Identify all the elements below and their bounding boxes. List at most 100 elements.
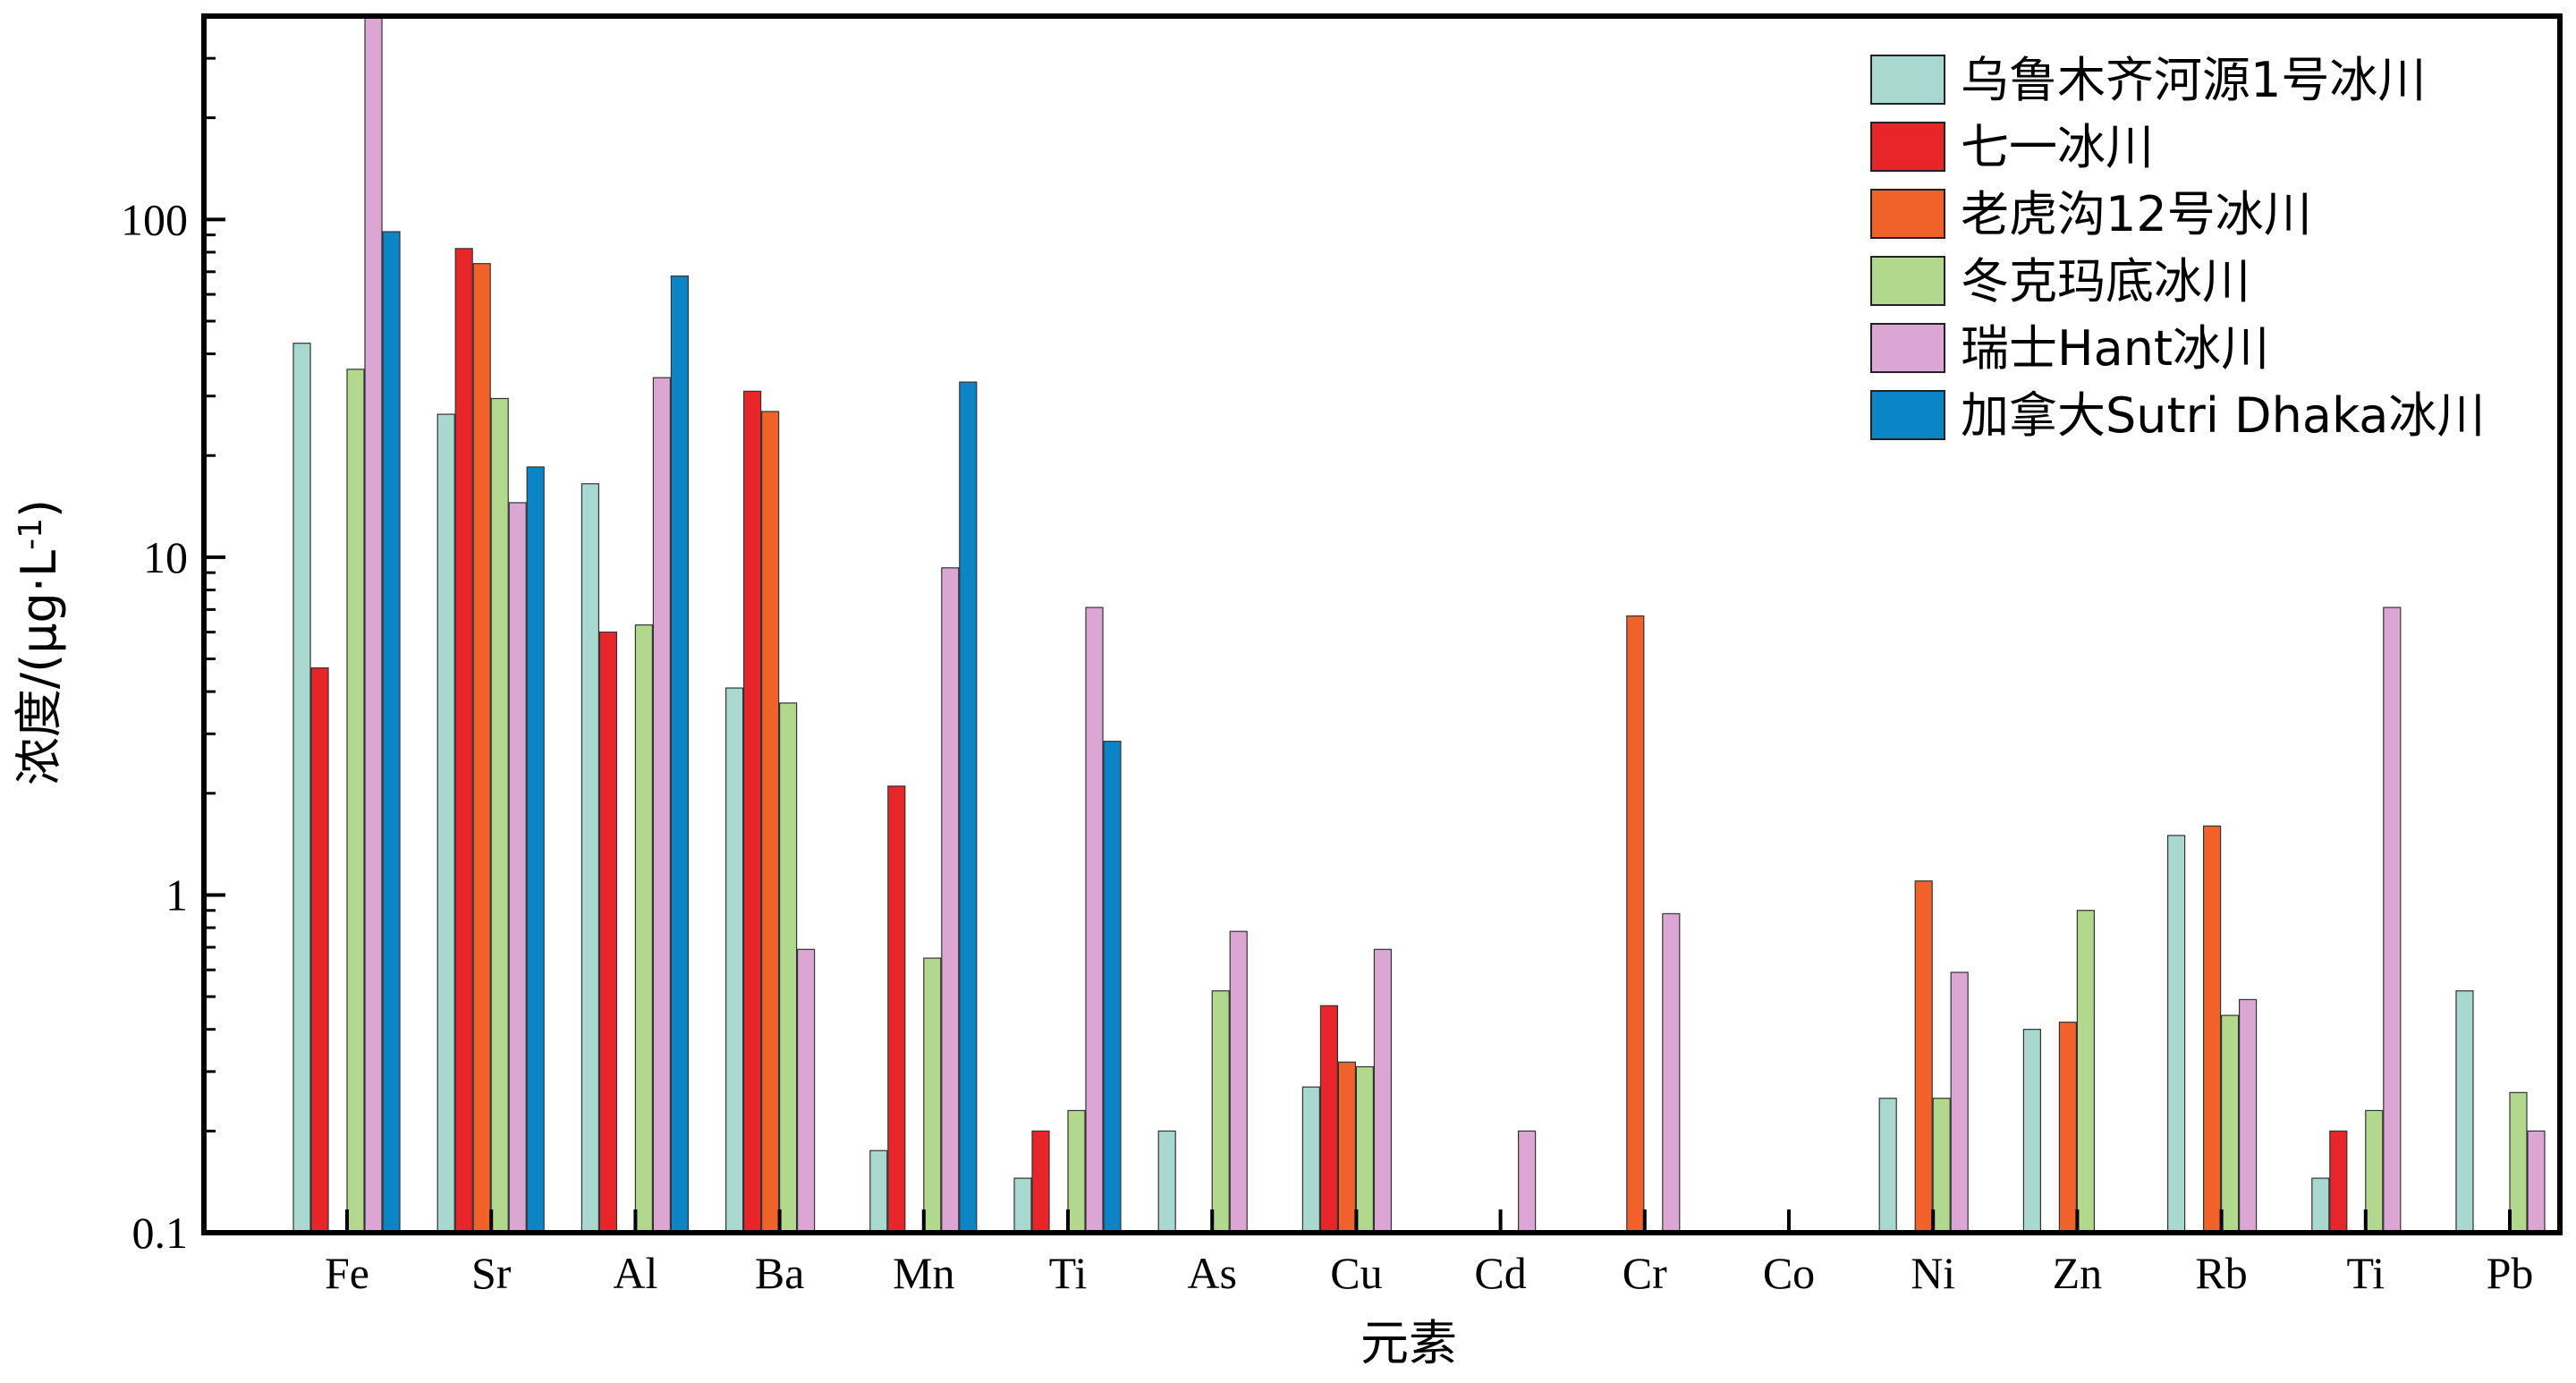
bar-al-series-2 bbox=[598, 632, 618, 1234]
bar-fe-series-5 bbox=[364, 15, 383, 1234]
y-tick-label: 10 bbox=[143, 532, 188, 582]
bar-as-series-1 bbox=[1157, 1130, 1176, 1234]
bar-ni-series-3 bbox=[1914, 880, 1933, 1234]
bar-rb-series-1 bbox=[2167, 835, 2186, 1234]
x-tick-label-as: As bbox=[1187, 1248, 1237, 1298]
bar-cr-series-5 bbox=[1662, 912, 1681, 1234]
x-tick-label-pb: Pb bbox=[2487, 1248, 2534, 1298]
x-axis-title: 元素 bbox=[1360, 1315, 1457, 1371]
bar-sr-series-6 bbox=[526, 466, 545, 1234]
bar-rb-series-3 bbox=[2203, 825, 2222, 1234]
bar-ba-series-1 bbox=[724, 687, 744, 1234]
bar-cu-series-2 bbox=[1319, 1005, 1339, 1234]
x-tick-label-rb: Rb bbox=[2195, 1248, 2247, 1298]
bar-cu-series-5 bbox=[1373, 948, 1393, 1234]
bar-ti-series-4 bbox=[1067, 1109, 1086, 1234]
x-tick-label-ti: Ti bbox=[1049, 1248, 1088, 1298]
y-axis: 0.1 1 10 100 bbox=[121, 56, 225, 1258]
bar-al-series-5 bbox=[652, 377, 672, 1234]
legend-swatch-4 bbox=[1870, 256, 1945, 306]
x-tick-label-cu: Cu bbox=[1330, 1248, 1382, 1298]
bar-mn-series-6 bbox=[959, 381, 978, 1234]
bar-al-series-1 bbox=[580, 483, 600, 1234]
y-axis-title-text: 浓度/(μg·L bbox=[11, 550, 67, 785]
x-tick-label-cr: Cr bbox=[1623, 1248, 1667, 1298]
bar-rb-series-4 bbox=[2221, 1014, 2240, 1234]
legend-swatch-2 bbox=[1870, 122, 1945, 172]
legend-swatch-6 bbox=[1870, 390, 1945, 440]
bar-mn-series-1 bbox=[869, 1150, 888, 1234]
legend-label-3: 老虎沟12号冰川 bbox=[1961, 186, 2312, 242]
bar-cu-series-3 bbox=[1337, 1061, 1357, 1234]
x-tick-label-fe: Fe bbox=[325, 1248, 369, 1298]
bar-fe-series-1 bbox=[292, 343, 311, 1234]
bar-ti-series-1 bbox=[1013, 1177, 1032, 1234]
bar-cd-series-5 bbox=[1517, 1130, 1537, 1234]
bar-as-series-5 bbox=[1229, 930, 1248, 1234]
x-tick-label-ni: Ni bbox=[1911, 1248, 1955, 1298]
bar-sr-series-5 bbox=[508, 502, 527, 1234]
x-tick-label-cd: Cd bbox=[1474, 1248, 1526, 1298]
bar-sr-series-4 bbox=[490, 397, 509, 1234]
bar-fe-series-4 bbox=[346, 369, 365, 1234]
bar-zn-series-4 bbox=[2076, 910, 2095, 1234]
bar-ti-series-1 bbox=[2311, 1177, 2330, 1234]
bar-sr-series-2 bbox=[454, 248, 473, 1234]
legend-swatch-1 bbox=[1870, 55, 1945, 105]
bar-pb-series-1 bbox=[2455, 990, 2474, 1234]
bar-ti-series-5 bbox=[2383, 607, 2402, 1234]
x-tick-label-sr: Sr bbox=[471, 1248, 512, 1298]
bar-ni-series-1 bbox=[1878, 1098, 1897, 1234]
x-tick-label-co: Co bbox=[1763, 1248, 1815, 1298]
bar-cu-series-4 bbox=[1355, 1065, 1375, 1234]
x-tick-label-ti: Ti bbox=[2346, 1248, 2385, 1298]
bar-ni-series-4 bbox=[1932, 1098, 1951, 1234]
bar-ba-series-4 bbox=[778, 702, 798, 1234]
bar-ba-series-3 bbox=[760, 411, 780, 1234]
legend-swatch-5 bbox=[1870, 323, 1945, 373]
x-tick-label-mn: Mn bbox=[893, 1248, 954, 1298]
bar-ba-series-5 bbox=[796, 948, 816, 1234]
y-axis-title: 浓度/(μg·L-1) bbox=[11, 499, 67, 785]
x-axis: Fe Sr Al Ba Mn Ti As Cu Cd Cr Co Ni Zn Rb Ti Pb bbox=[325, 1209, 2533, 1298]
plot-area-frame bbox=[201, 13, 2563, 1235]
bar-zn-series-3 bbox=[2058, 1022, 2077, 1234]
bar-rb-series-5 bbox=[2239, 998, 2258, 1234]
bar-cr-series-3 bbox=[1626, 615, 1645, 1234]
legend-label-1: 乌鲁木齐河源1号冰川 bbox=[1961, 52, 2426, 108]
bar-zn-series-1 bbox=[2022, 1029, 2041, 1234]
bar-al-series-4 bbox=[634, 624, 654, 1234]
x-tick-label-ba: Ba bbox=[755, 1248, 805, 1298]
y-tick-label: 100 bbox=[121, 194, 188, 244]
y-axis-title-superscript: -1 bbox=[13, 518, 49, 550]
bar-sr-series-1 bbox=[436, 413, 455, 1234]
bar-pb-series-5 bbox=[2527, 1130, 2546, 1234]
bar-sr-series-3 bbox=[472, 263, 491, 1234]
legend-label-5: 瑞士Hant冰川 bbox=[1961, 320, 2269, 377]
bar-mn-series-2 bbox=[887, 785, 906, 1234]
legend: 乌鲁木齐河源1号冰川七一冰川老虎沟12号冰川冬克玛底冰川瑞士Hant冰川加拿大S… bbox=[1870, 52, 2485, 444]
bar-cu-series-1 bbox=[1301, 1086, 1321, 1234]
bar-ti-series-2 bbox=[1031, 1130, 1050, 1234]
bar-ti-series-2 bbox=[2329, 1130, 2348, 1234]
bar-mn-series-5 bbox=[941, 567, 960, 1234]
y-tick-label: 1 bbox=[165, 870, 188, 920]
bar-as-series-4 bbox=[1211, 990, 1230, 1234]
bar-ti-series-6 bbox=[1103, 741, 1122, 1234]
bar-mn-series-4 bbox=[923, 957, 942, 1234]
bar-ti-series-4 bbox=[2365, 1109, 2384, 1234]
legend-label-4: 冬克玛底冰川 bbox=[1961, 253, 2250, 310]
x-tick-label-al: Al bbox=[613, 1248, 657, 1298]
bar-ni-series-5 bbox=[1950, 971, 1969, 1234]
x-tick-label-zn: Zn bbox=[2053, 1248, 2103, 1298]
bar-ti-series-5 bbox=[1085, 607, 1104, 1234]
legend-label-2: 七一冰川 bbox=[1961, 119, 2154, 175]
bar-pb-series-4 bbox=[2509, 1091, 2528, 1234]
bar-ba-series-2 bbox=[742, 390, 762, 1234]
bar-fe-series-2 bbox=[310, 667, 329, 1234]
y-axis-title-close: ) bbox=[11, 499, 67, 518]
y-tick-label: 0.1 bbox=[132, 1208, 189, 1258]
bar-al-series-6 bbox=[670, 275, 690, 1234]
legend-label-6: 加拿大Sutri Dhaka冰川 bbox=[1961, 387, 2485, 444]
